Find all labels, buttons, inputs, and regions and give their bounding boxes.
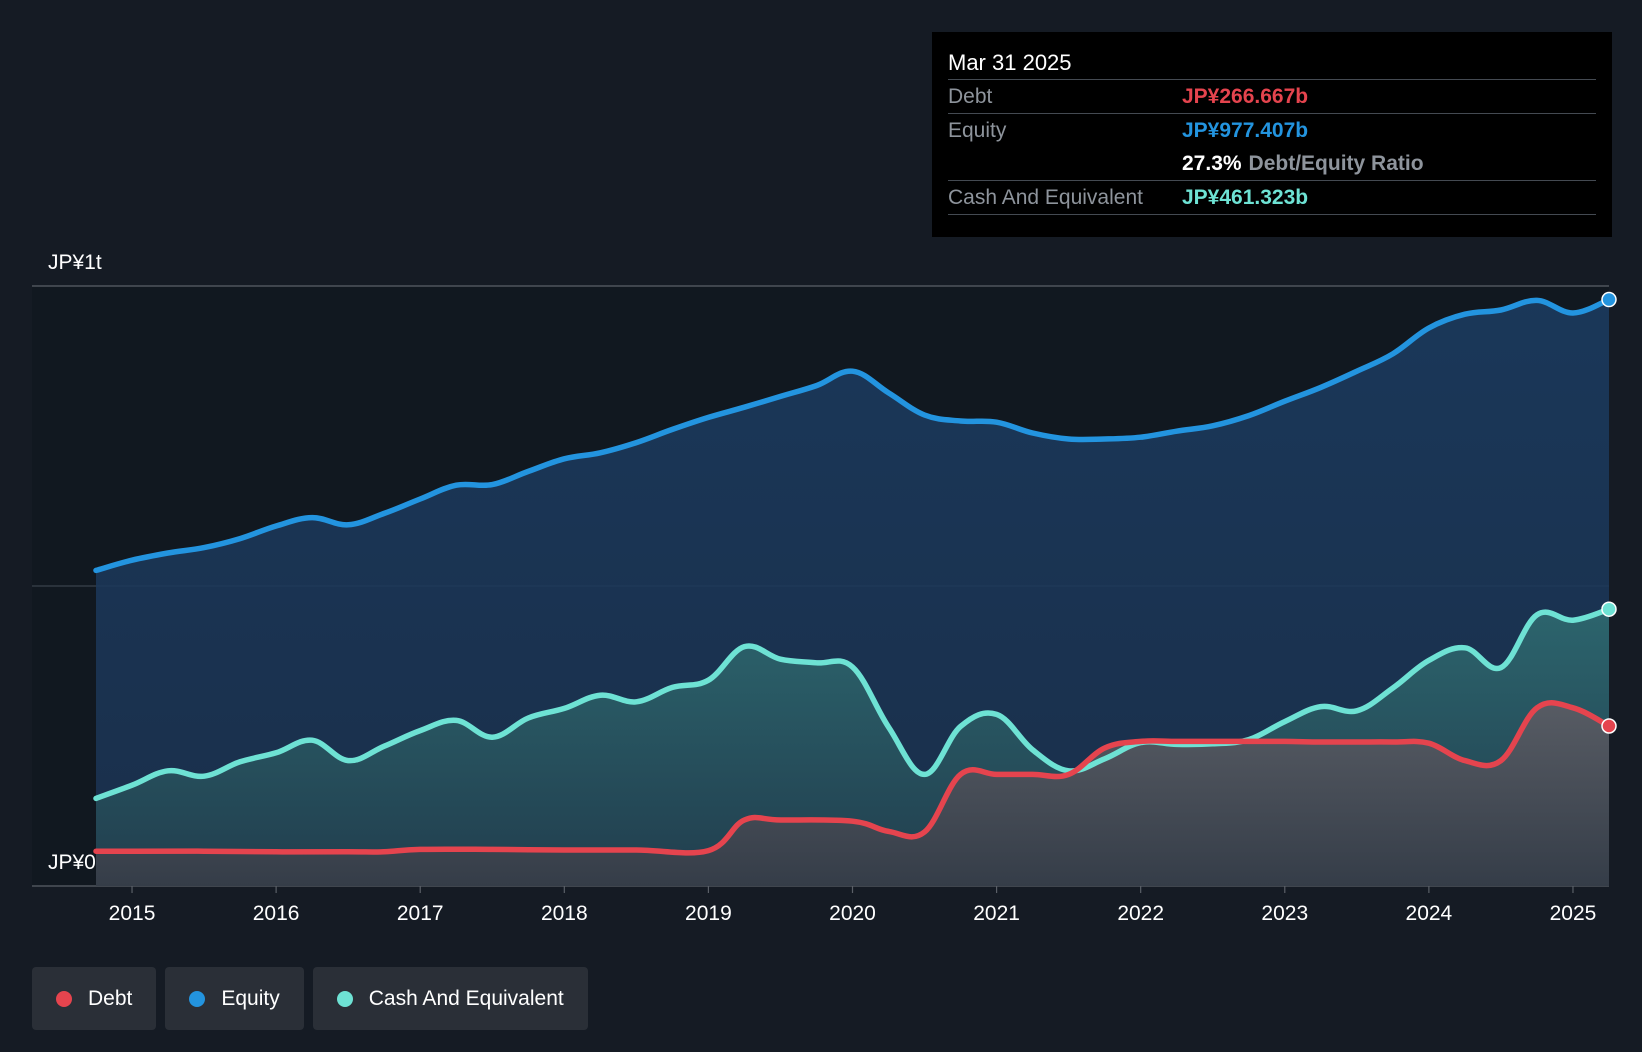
x-tick-label-2020: 2020 — [829, 902, 876, 925]
x-tick-label-2015: 2015 — [109, 902, 156, 925]
x-tick-label-2019: 2019 — [685, 902, 732, 925]
tooltip-ratio-value: 27.3% — [1182, 152, 1242, 175]
x-tick-label-2024: 2024 — [1406, 902, 1453, 925]
legend-item-equity[interactable]: Equity — [165, 967, 304, 1030]
cash-and-equivalent-line — [93, 606, 1612, 802]
tooltip-date: Mar 31 2025 — [948, 46, 1596, 80]
tooltip-cash-row: Cash And Equivalent JP¥461.323b — [948, 181, 1596, 215]
y-axis-bottom-label: JP¥0 — [48, 851, 96, 874]
tooltip-debt-value: JP¥266.667b — [1182, 85, 1309, 108]
legend-item-cash[interactable]: Cash And Equivalent — [312, 967, 588, 1030]
tooltip-equity-row: Equity JP¥977.407b — [948, 114, 1596, 147]
legend-debt-label: Debt — [88, 986, 133, 1010]
tooltip-equity-value: JP¥977.407b — [1182, 119, 1309, 142]
tooltip-ratio-label: Debt/Equity Ratio — [1248, 152, 1424, 175]
chart-legend: Debt Equity Cash And Equivalent — [32, 967, 588, 1030]
debt-area — [96, 702, 1609, 886]
x-tick-label-2022: 2022 — [1117, 902, 1164, 925]
legend-item-debt[interactable]: Debt — [32, 967, 157, 1030]
legend-cash-label: Cash And Equivalent — [368, 986, 564, 1010]
x-tick-label-2018: 2018 — [541, 902, 588, 925]
equity-line — [93, 296, 1612, 574]
debt-end-marker[interactable] — [1601, 718, 1617, 734]
x-tick-label-2023: 2023 — [1261, 902, 1308, 925]
tooltip-debt-row: Debt JP¥266.667b — [948, 80, 1596, 114]
equity-end-marker[interactable] — [1601, 291, 1617, 308]
x-tick-label-2025: 2025 — [1550, 902, 1597, 925]
x-tick-label-2016: 2016 — [253, 902, 300, 925]
tooltip-debt-label: Debt — [948, 85, 993, 108]
cash-dot-icon — [336, 990, 353, 1007]
tooltip-equity-label: Equity — [948, 119, 1007, 142]
legend-equity-label: Equity — [221, 986, 280, 1010]
equity-dot-icon — [189, 990, 206, 1007]
y-axis-top-label: JP¥1t — [48, 251, 102, 274]
x-tick-label-2021: 2021 — [973, 902, 1020, 925]
debt-line — [93, 700, 1612, 856]
x-tick-label-2017: 2017 — [397, 902, 444, 925]
tooltip-ratio-row: 27.3% Debt/Equity Ratio — [948, 147, 1596, 181]
tooltip-cash-value: JP¥461.323b — [1182, 186, 1309, 209]
debt-dot-icon — [56, 990, 72, 1007]
tooltip-cash-label: Cash And Equivalent — [948, 186, 1143, 209]
cash-and-equivalent-end-marker[interactable] — [1601, 601, 1617, 617]
hover-tooltip: Mar 31 2025 Debt JP¥266.667b Equity JP¥9… — [932, 32, 1612, 237]
